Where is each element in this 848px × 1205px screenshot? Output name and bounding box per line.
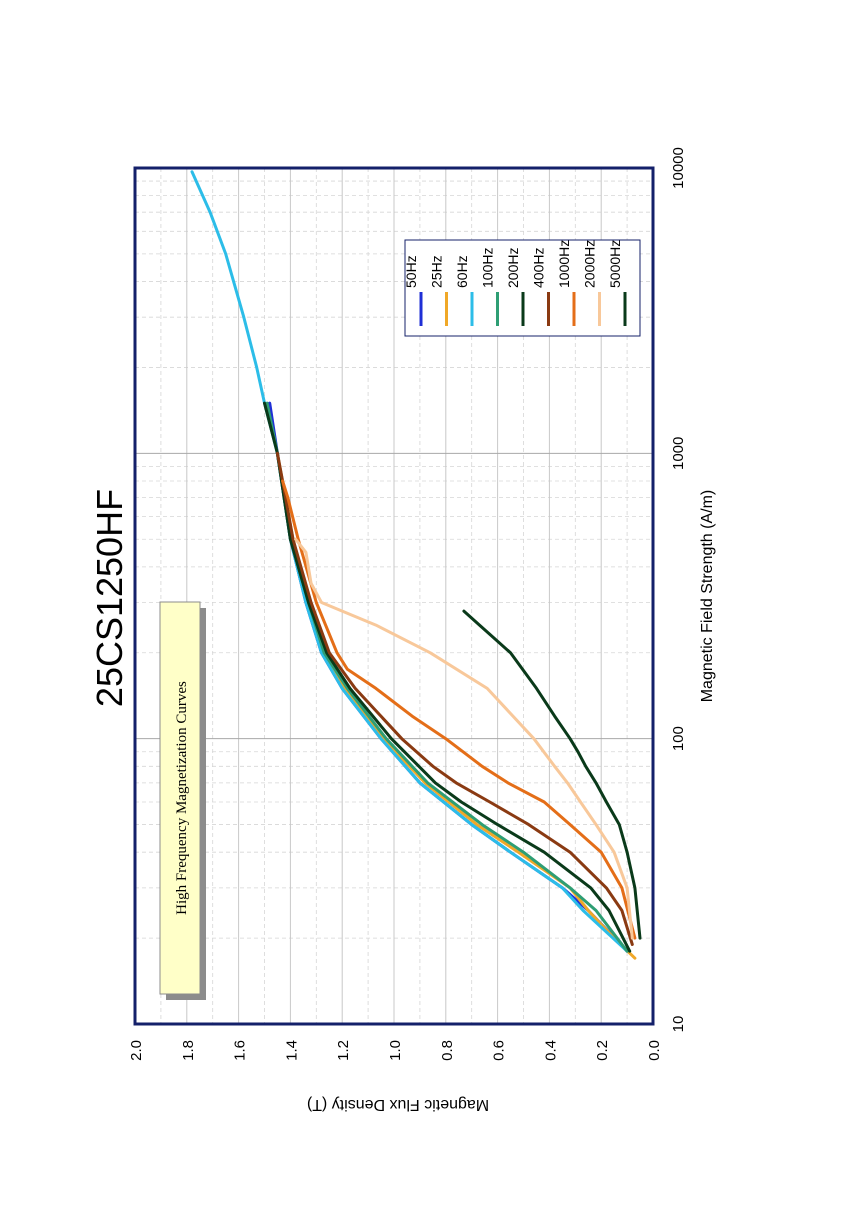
y-tick-label: 1.2 — [335, 1040, 352, 1061]
x-tick-label: 1000 — [670, 437, 687, 470]
y-tick-label: 0.8 — [439, 1040, 456, 1061]
series-line-400hz — [275, 451, 634, 946]
legend-label: 200Hz — [505, 248, 521, 288]
legend-label: 25Hz — [429, 255, 445, 288]
annotation-text: High Frequency Magnetization Curves — [174, 681, 190, 915]
y-axis-label: Magnetic Flux Density (T) — [307, 1096, 489, 1113]
y-tick-label: 0.0 — [646, 1040, 663, 1061]
y-tick-label: 1.6 — [232, 1040, 249, 1061]
chart-title: 25CS1250HF — [89, 489, 130, 707]
legend-label: 50Hz — [403, 255, 419, 288]
series-line-1000hz — [281, 479, 637, 940]
y-tick-label: 0.2 — [594, 1040, 611, 1061]
plot-frame — [133, 166, 655, 1026]
series-line-100hz — [265, 401, 629, 953]
series-line-200hz — [263, 401, 632, 953]
legend: 50Hz 25Hz 60Hz 100Hz 200Hz 400Hz 1000Hz 2000Hz 5… — [403, 239, 641, 337]
x-tick-label: 100 — [670, 726, 687, 751]
legend-label: 100Hz — [480, 248, 496, 288]
annotation-box: High Frequency Magnetization Curves — [159, 601, 206, 1000]
legend-label: 60Hz — [454, 255, 470, 288]
series-line-50hz — [268, 401, 629, 953]
series-line-5000hz — [462, 609, 642, 940]
y-tick-label: 1.8 — [180, 1040, 197, 1061]
legend-label: 5000Hz — [607, 240, 623, 288]
series-lines — [190, 170, 642, 960]
y-tick-label: 0.6 — [491, 1040, 508, 1061]
y-tick-label: 1.0 — [387, 1040, 404, 1061]
x-tick-label: 10 — [670, 1016, 687, 1033]
series-line-60hz — [190, 170, 629, 953]
series-line-2000hz — [294, 537, 634, 940]
x-axis-label: Magnetic Field Strength (A/m) — [699, 490, 716, 703]
legend-label: 1000Hz — [556, 240, 572, 288]
legend-label: 2000Hz — [582, 240, 598, 288]
x-tick-label: 10000 — [670, 147, 687, 189]
legend-label: 400Hz — [531, 248, 547, 288]
tick-labels: 0.0 0.2 0.4 0.6 0.8 1.0 1.2 1.4 1.6 1.8 2.0 10 100 10… — [128, 147, 687, 1061]
y-tick-label: 0.4 — [542, 1040, 559, 1061]
y-tick-label: 1.4 — [283, 1040, 300, 1061]
y-tick-label: 2.0 — [128, 1040, 145, 1061]
